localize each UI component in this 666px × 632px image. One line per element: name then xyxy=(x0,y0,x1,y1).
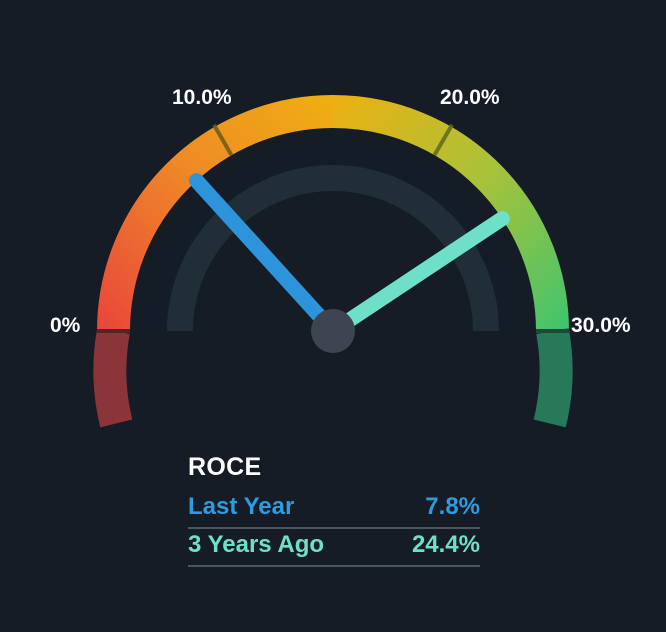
gauge-band-high xyxy=(332,95,569,332)
legend-value-last-year: 7.8% xyxy=(425,493,480,520)
axis-label-30: 30.0% xyxy=(571,314,631,337)
legend-label-three-years-ago: 3 Years Ago xyxy=(188,531,325,558)
legend-value-three-years-ago: 24.4% xyxy=(411,531,480,558)
legend-row-last-year: Last Year 7.8% xyxy=(188,491,480,529)
gauge-band-above-max xyxy=(533,328,573,428)
gauge-legend: ROCE Last Year 7.8% 3 Years Ago 24.4% xyxy=(188,452,480,567)
needle-hub xyxy=(311,309,355,353)
chart-title: ROCE xyxy=(188,453,262,481)
legend-row-three-years-ago: 3 Years Ago 24.4% xyxy=(188,529,480,567)
legend-label-last-year: Last Year xyxy=(188,493,295,520)
gauge-tick-10 xyxy=(212,123,234,157)
gauge-band-below-zero xyxy=(93,328,133,428)
axis-label-10: 10.0% xyxy=(172,86,232,109)
gauge-tick-20 xyxy=(432,123,454,157)
gauge-track-outer-ring xyxy=(143,141,523,332)
axis-label-20: 20.0% xyxy=(440,86,500,109)
gauge-band-low xyxy=(97,95,334,332)
gauge-track-inner-ring xyxy=(167,165,499,332)
needle-last-year xyxy=(189,173,341,339)
needle-three-years-ago xyxy=(325,211,510,339)
axis-label-0: 0% xyxy=(50,314,81,337)
